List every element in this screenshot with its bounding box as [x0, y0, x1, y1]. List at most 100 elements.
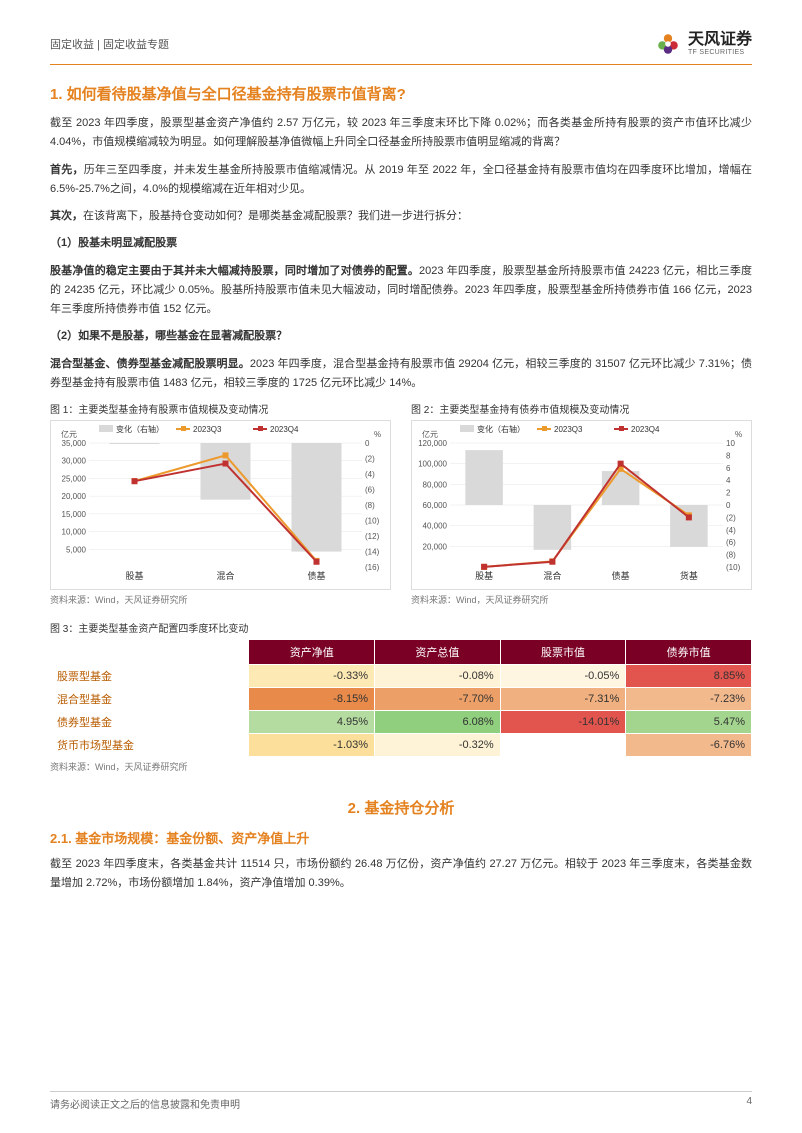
logo-flower-icon — [654, 30, 682, 58]
figure-3: 图 3：主要类型基金资产配置四季度环比变动 资产净值资产总值股票市值债券市值股票… — [50, 620, 752, 773]
svg-text:(10): (10) — [726, 563, 741, 572]
p5-lead: 混合型基金、债券型基金减配股票明显。 — [50, 358, 250, 370]
figure-2: 图 2：主要类型基金持有债券市值规模及变动情况 20,00040,00060,0… — [411, 401, 752, 606]
svg-text:35,000: 35,000 — [62, 439, 87, 448]
fig3-col-header: 资产总值 — [375, 640, 501, 665]
fig3-col-header: 债券市值 — [626, 640, 752, 665]
section1-p2: 首先，历年三至四季度，并未发生基金所持股票市值缩减情况。从 2019 年至 20… — [50, 161, 752, 200]
fig3-cell: -7.70% — [375, 688, 501, 711]
svg-text:6: 6 — [726, 464, 731, 473]
section1-sub2: （2）如果不是股基，哪些基金在显著减配股票？ — [50, 327, 752, 346]
svg-text:80,000: 80,000 — [423, 480, 448, 489]
svg-text:2023Q4: 2023Q4 — [631, 425, 660, 434]
p2-lead: 首先， — [50, 164, 84, 176]
fig2-chart: 20,00040,00060,00080,000100,000120,00010… — [411, 420, 752, 590]
p2-body: 历年三至四季度，并未发生基金所持股票市值缩减情况。从 2019 年至 2022 … — [50, 164, 752, 195]
svg-text:%: % — [735, 430, 742, 439]
svg-text:变化（右轴）: 变化（右轴） — [477, 424, 525, 434]
svg-text:0: 0 — [365, 439, 370, 448]
svg-text:亿元: 亿元 — [61, 429, 77, 439]
figure-row-1-2: 图 1：主要类型基金持有股票市值规模及变动情况 5,000 10,000 15,00… — [50, 401, 752, 606]
page-footer: 请务必阅读正文之后的信息披露和免责申明 4 — [50, 1091, 752, 1111]
svg-text:股基: 股基 — [475, 570, 493, 581]
company-logo: 天风证券 TF SECURITIES — [654, 30, 752, 58]
fig1-title: 图 1：主要类型基金持有股票市值规模及变动情况 — [50, 401, 391, 416]
svg-text:货基: 货基 — [680, 570, 698, 581]
footer-page-number: 4 — [746, 1096, 752, 1111]
svg-text:5,000: 5,000 — [66, 545, 87, 554]
fig3-row-label: 股票型基金 — [51, 665, 249, 688]
svg-text:40,000: 40,000 — [423, 522, 448, 531]
svg-text:100,000: 100,000 — [418, 460, 447, 469]
fig3-cell: -7.31% — [500, 688, 626, 711]
svg-text:30,000: 30,000 — [62, 457, 87, 466]
fig3-source: 资料来源：Wind，天风证券研究所 — [50, 760, 752, 773]
fig2-title: 图 2：主要类型基金持有债券市值规模及变动情况 — [411, 401, 752, 416]
fig3-cell: -0.05% — [500, 665, 626, 688]
section1-p3: 其次，在该背离下，股基持仓变动如何？是哪类基金减配股票？我们进一步进行拆分： — [50, 207, 752, 226]
p3-body: 在该背离下，股基持仓变动如何？是哪类基金减配股票？我们进一步进行拆分： — [83, 210, 468, 222]
svg-text:(2): (2) — [726, 513, 736, 522]
fig3-cell: -14.01% — [500, 711, 626, 734]
section2-p: 截至 2023 年四季度末，各类基金共计 11514 只，市场份额约 26.48… — [50, 855, 752, 894]
section1-p4: 股基净值的稳定主要由于其并未大幅减持股票，同时增加了对债券的配置。2023 年四… — [50, 262, 752, 320]
svg-text:10: 10 — [726, 439, 735, 448]
fig3-cell: 8.85% — [626, 665, 752, 688]
svg-text:变化（右轴）: 变化（右轴） — [116, 424, 164, 434]
p4-lead: 股基净值的稳定主要由于其并未大幅减持股票，同时增加了对债券的配置。 — [50, 265, 419, 277]
p3-lead: 其次， — [50, 210, 83, 222]
fig1-chart: 5,00010,00015,00020,00025,00030,00035,00… — [50, 420, 391, 590]
svg-text:(4): (4) — [365, 470, 375, 479]
fig3-cell: 4.95% — [249, 711, 375, 734]
svg-text:(16): (16) — [365, 563, 380, 572]
section1-title: 1. 如何看待股基净值与全口径基金持有股票市值背离? — [50, 83, 752, 104]
fig3-cell: -1.03% — [249, 734, 375, 757]
svg-text:2023Q3: 2023Q3 — [193, 425, 222, 434]
svg-text:混合: 混合 — [216, 570, 234, 581]
svg-text:债基: 债基 — [612, 570, 630, 581]
section1-p5: 混合型基金、债券型基金减配股票明显。2023 年四季度，混合型基金持有股票市值 … — [50, 355, 752, 394]
svg-text:20,000: 20,000 — [423, 542, 448, 551]
svg-text:2023Q4: 2023Q4 — [270, 425, 299, 434]
fig3-cell: -6.76% — [626, 734, 752, 757]
svg-text:(6): (6) — [365, 486, 375, 495]
svg-text:亿元: 亿元 — [422, 429, 438, 439]
svg-text:(14): (14) — [365, 548, 380, 557]
svg-text:(12): (12) — [365, 532, 380, 541]
figure-1: 图 1：主要类型基金持有股票市值规模及变动情况 5,000 10,000 15,00… — [50, 401, 391, 606]
svg-text:股基: 股基 — [125, 570, 143, 581]
fig3-col-header: 股票市值 — [500, 640, 626, 665]
fig3-cell: -7.23% — [626, 688, 752, 711]
breadcrumb: 固定收益 | 固定收益专题 — [50, 36, 169, 52]
fig3-cell: -0.08% — [375, 665, 501, 688]
svg-text:0: 0 — [726, 501, 731, 510]
fig3-row-label: 货币市场型基金 — [51, 734, 249, 757]
section2-sub: 2.1. 基金市场规模：基金份额、资产净值上升 — [50, 828, 752, 847]
svg-text:%: % — [374, 430, 381, 439]
svg-text:4: 4 — [726, 476, 731, 485]
fig3-cell: -0.33% — [249, 665, 375, 688]
fig3-title: 图 3：主要类型基金资产配置四季度环比变动 — [50, 620, 752, 635]
page-header: 固定收益 | 固定收益专题 天风证券 TF SECURITIES — [50, 30, 752, 65]
svg-text:10,000: 10,000 — [62, 528, 87, 537]
svg-text:(6): (6) — [726, 538, 736, 547]
fig3-cell: -8.15% — [249, 688, 375, 711]
fig3-row-label: 混合型基金 — [51, 688, 249, 711]
svg-text:(8): (8) — [365, 501, 375, 510]
section1-p1: 截至 2023 年四季度，股票型基金资产净值约 2.57 万亿元，较 2023 … — [50, 114, 752, 153]
fig3-cell: -0.32% — [375, 734, 501, 757]
svg-text:债基: 债基 — [307, 570, 325, 581]
logo-text-cn: 天风证券 — [688, 31, 752, 49]
fig3-col-header: 资产净值 — [249, 640, 375, 665]
logo-text-en: TF SECURITIES — [688, 49, 752, 57]
svg-text:(10): (10) — [365, 517, 380, 526]
fig3-col-header — [51, 640, 249, 665]
svg-text:混合: 混合 — [543, 570, 561, 581]
svg-text:15,000: 15,000 — [62, 510, 87, 519]
fig3-row-label: 债券型基金 — [51, 711, 249, 734]
footer-disclaimer: 请务必阅读正文之后的信息披露和免责申明 — [50, 1096, 240, 1111]
fig2-source: 资料来源：Wind，天风证券研究所 — [411, 593, 752, 606]
svg-text:20,000: 20,000 — [62, 492, 87, 501]
fig3-table: 资产净值资产总值股票市值债券市值股票型基金-0.33%-0.08%-0.05%8… — [50, 639, 752, 757]
svg-text:8: 8 — [726, 451, 731, 460]
